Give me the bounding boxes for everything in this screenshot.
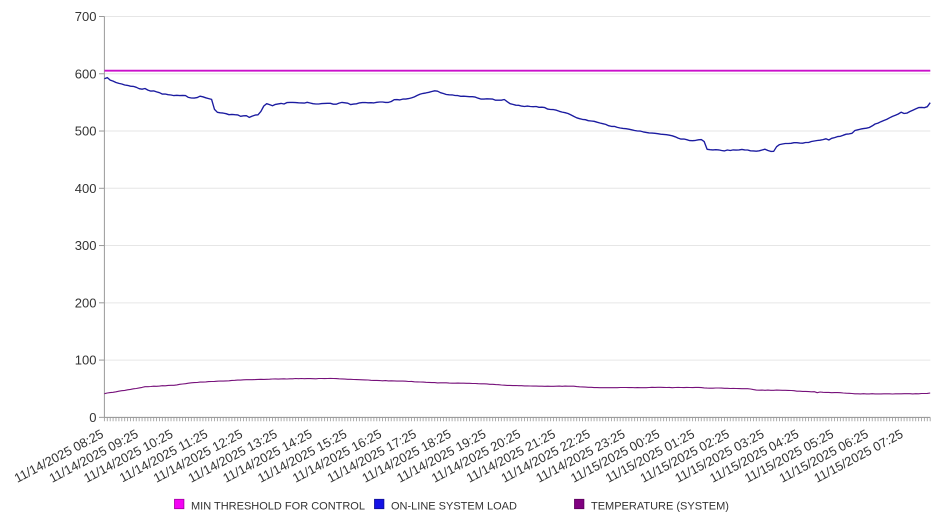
svg-text:TEMPERATURE (SYSTEM): TEMPERATURE (SYSTEM) <box>591 500 729 512</box>
svg-text:300: 300 <box>75 238 97 253</box>
svg-text:600: 600 <box>75 66 97 81</box>
svg-text:MIN THRESHOLD FOR CONTROL: MIN THRESHOLD FOR CONTROL <box>191 500 365 512</box>
svg-text:700: 700 <box>75 9 97 24</box>
svg-text:200: 200 <box>75 295 97 310</box>
svg-text:500: 500 <box>75 124 97 139</box>
svg-text:0: 0 <box>89 410 96 425</box>
svg-text:ON-LINE SYSTEM LOAD: ON-LINE SYSTEM LOAD <box>391 500 517 512</box>
svg-text:100: 100 <box>75 353 97 368</box>
svg-text:400: 400 <box>75 181 97 196</box>
